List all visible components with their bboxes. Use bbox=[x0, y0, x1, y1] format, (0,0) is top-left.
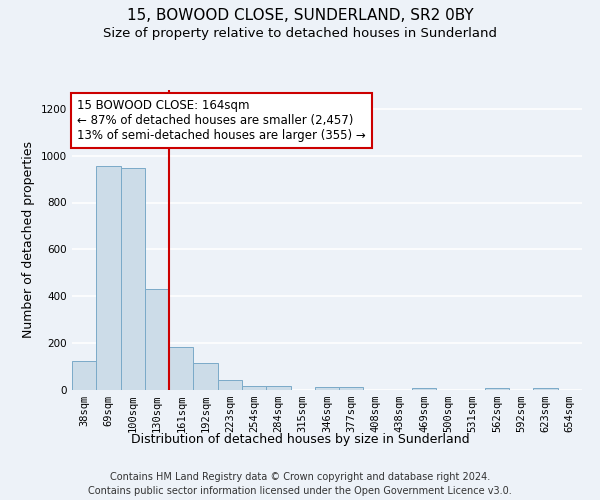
Bar bbox=[145, 289, 169, 390]
Bar bbox=[485, 388, 509, 390]
Bar bbox=[339, 386, 364, 390]
Text: 15 BOWOOD CLOSE: 164sqm
← 87% of detached houses are smaller (2,457)
13% of semi: 15 BOWOOD CLOSE: 164sqm ← 87% of detache… bbox=[77, 99, 366, 142]
Text: Distribution of detached houses by size in Sunderland: Distribution of detached houses by size … bbox=[131, 432, 469, 446]
Bar bbox=[72, 362, 96, 390]
Bar bbox=[533, 388, 558, 390]
Y-axis label: Number of detached properties: Number of detached properties bbox=[22, 142, 35, 338]
Text: Size of property relative to detached houses in Sunderland: Size of property relative to detached ho… bbox=[103, 28, 497, 40]
Bar bbox=[242, 386, 266, 390]
Bar bbox=[96, 166, 121, 390]
Bar bbox=[169, 346, 193, 390]
Bar bbox=[218, 380, 242, 390]
Text: Contains HM Land Registry data © Crown copyright and database right 2024.
Contai: Contains HM Land Registry data © Crown c… bbox=[88, 472, 512, 496]
Bar bbox=[412, 388, 436, 390]
Bar bbox=[315, 386, 339, 390]
Bar bbox=[193, 363, 218, 390]
Bar bbox=[266, 386, 290, 390]
Text: 15, BOWOOD CLOSE, SUNDERLAND, SR2 0BY: 15, BOWOOD CLOSE, SUNDERLAND, SR2 0BY bbox=[127, 8, 473, 22]
Bar bbox=[121, 168, 145, 390]
